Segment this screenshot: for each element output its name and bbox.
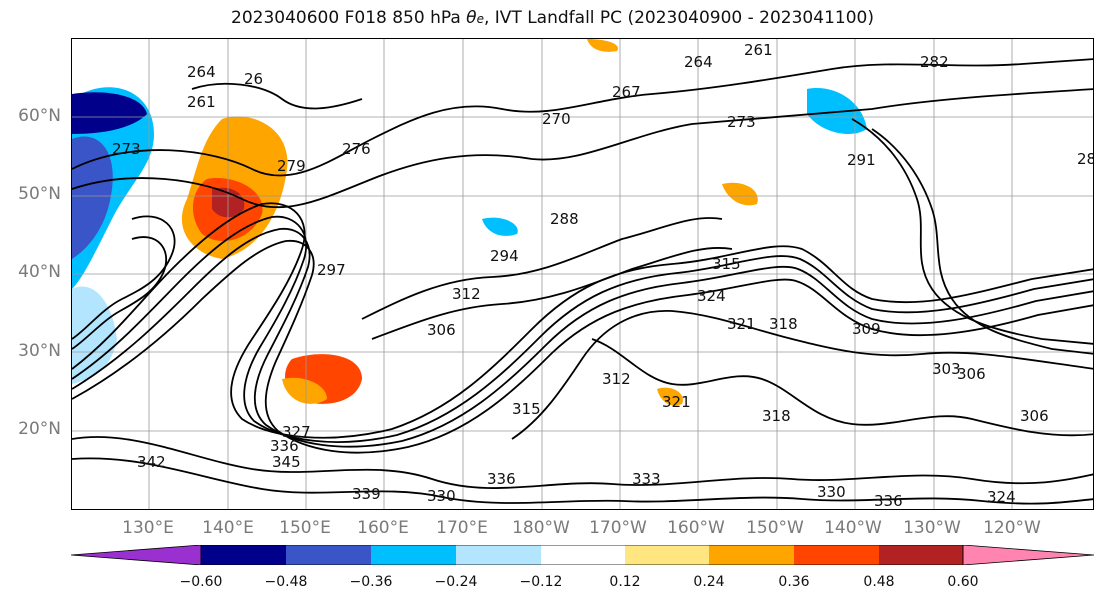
negative-anomaly-patch xyxy=(72,136,113,259)
positive-anomaly-patch xyxy=(722,182,758,206)
colorbar xyxy=(71,545,1094,565)
colorbar-tick-label: −0.24 xyxy=(434,574,478,590)
contour-label: 315 xyxy=(512,400,541,418)
positive-anomaly-patch xyxy=(657,387,683,406)
contour-label: 333 xyxy=(632,470,661,488)
contour-label: 288 xyxy=(550,210,579,228)
contour-label: 330 xyxy=(427,487,456,505)
map-title: 2023040600 F018 850 hPa θe, IVT Landfall… xyxy=(231,8,874,28)
lon-label-150w: 150°W xyxy=(746,518,804,538)
lon-label-130w: 130°W xyxy=(903,518,961,538)
lon-label-180w: 180°W xyxy=(512,518,570,538)
colorbar-segment xyxy=(709,545,794,565)
contour-label: 318 xyxy=(762,407,791,425)
lon-label-140e: 140°E xyxy=(202,518,254,538)
colorbar-tick-label: 0.12 xyxy=(609,574,641,590)
contour-label: 312 xyxy=(602,370,631,388)
contour-label: 306 xyxy=(427,321,456,339)
contour-label: 327 xyxy=(282,423,311,441)
contour-label: 306 xyxy=(957,365,986,383)
negative-anomaly-patch xyxy=(482,217,518,236)
contour-label: 342 xyxy=(137,453,166,471)
contour-label: 264 xyxy=(684,53,713,71)
contour-label: 294 xyxy=(490,247,519,265)
lon-label-160e: 160°E xyxy=(357,518,409,538)
colorbar-tick-label: −0.12 xyxy=(519,574,563,590)
contour-label: 273 xyxy=(112,140,141,158)
contour-label: 324 xyxy=(987,488,1016,506)
lat-label-50n: 50°N xyxy=(18,184,61,204)
colorbar-min-extension xyxy=(71,545,202,565)
lon-label-120w: 120°W xyxy=(983,518,1041,538)
contour-label: 312 xyxy=(452,285,481,303)
colorbar-segment xyxy=(625,545,709,565)
contour-label: 291 xyxy=(847,151,876,169)
contour-label: 273 xyxy=(727,113,756,131)
lat-label-40n: 40°N xyxy=(18,262,61,282)
contour-label: 309 xyxy=(852,320,881,338)
lon-label-170e: 170°E xyxy=(436,518,488,538)
lat-label-20n: 20°N xyxy=(18,419,61,439)
map-canvas: 264 261 26 273 279 276 270 267 264 261 2… xyxy=(72,39,1094,510)
colorbar-tick-label: −0.48 xyxy=(264,574,308,590)
contour-label: 345 xyxy=(272,453,301,471)
contour-label: 306 xyxy=(1020,407,1049,425)
contour-label: 285 xyxy=(1077,150,1094,168)
contour-label: 303 xyxy=(932,360,961,378)
colorbar-tick-label: −0.36 xyxy=(349,574,393,590)
colorbar-segment xyxy=(794,545,879,565)
contour-label: 264 xyxy=(187,63,216,81)
colorbar-tick-label: 0.60 xyxy=(947,574,979,590)
contour-label: 26 xyxy=(244,70,263,88)
contour-label: 261 xyxy=(744,41,773,59)
contour-label: 270 xyxy=(542,110,571,128)
contour-label: 318 xyxy=(769,315,798,333)
colorbar-segment xyxy=(371,545,456,565)
colorbar-segment xyxy=(541,545,625,565)
lon-label-140w: 140°W xyxy=(824,518,882,538)
contour-label: 321 xyxy=(727,315,756,333)
positive-anomaly-patch xyxy=(282,377,327,404)
lat-label-60n: 60°N xyxy=(18,106,61,126)
positive-anomaly-patch xyxy=(587,39,618,52)
contour-label: 336 xyxy=(874,492,903,510)
contour-label: 336 xyxy=(270,437,299,455)
theta-e-contours xyxy=(72,58,1093,505)
contour-label: 261 xyxy=(187,93,216,111)
lon-label-150e: 150°E xyxy=(279,518,331,538)
colorbar-max-extension xyxy=(962,545,1094,565)
contour-label: 279 xyxy=(277,157,306,175)
contour-label: 315 xyxy=(712,255,741,273)
contour-label: 324 xyxy=(697,287,726,305)
contour-label: 297 xyxy=(317,261,346,279)
lon-label-170w: 170°W xyxy=(589,518,647,538)
colorbar-tick-label: 0.36 xyxy=(778,574,810,590)
contour-label: 276 xyxy=(342,140,371,158)
colorbar-tick-label: 0.48 xyxy=(863,574,895,590)
lon-label-160w: 160°W xyxy=(667,518,725,538)
colorbar-segment xyxy=(201,545,286,565)
contour-label: 339 xyxy=(352,485,381,503)
colorbar-segment xyxy=(286,545,371,565)
contour-label: 321 xyxy=(662,393,691,411)
map-panel: 264 261 26 273 279 276 270 267 264 261 2… xyxy=(71,38,1094,510)
colorbar-segment xyxy=(456,545,541,565)
colorbar-tick-label: 0.24 xyxy=(693,574,725,590)
colorbar-tick-label: −0.60 xyxy=(179,574,223,590)
contour-label: 282 xyxy=(920,53,949,71)
contour-label: 267 xyxy=(612,83,641,101)
contour-label: 336 xyxy=(487,470,516,488)
colorbar-segment xyxy=(879,545,963,565)
lon-label-130e: 130°E xyxy=(122,518,174,538)
contour-label-layer: 264 261 26 273 279 276 270 267 264 261 2… xyxy=(112,41,1094,510)
negative-anomaly-patch xyxy=(72,92,147,134)
lat-label-30n: 30°N xyxy=(18,341,61,361)
contour-label: 330 xyxy=(817,483,846,501)
